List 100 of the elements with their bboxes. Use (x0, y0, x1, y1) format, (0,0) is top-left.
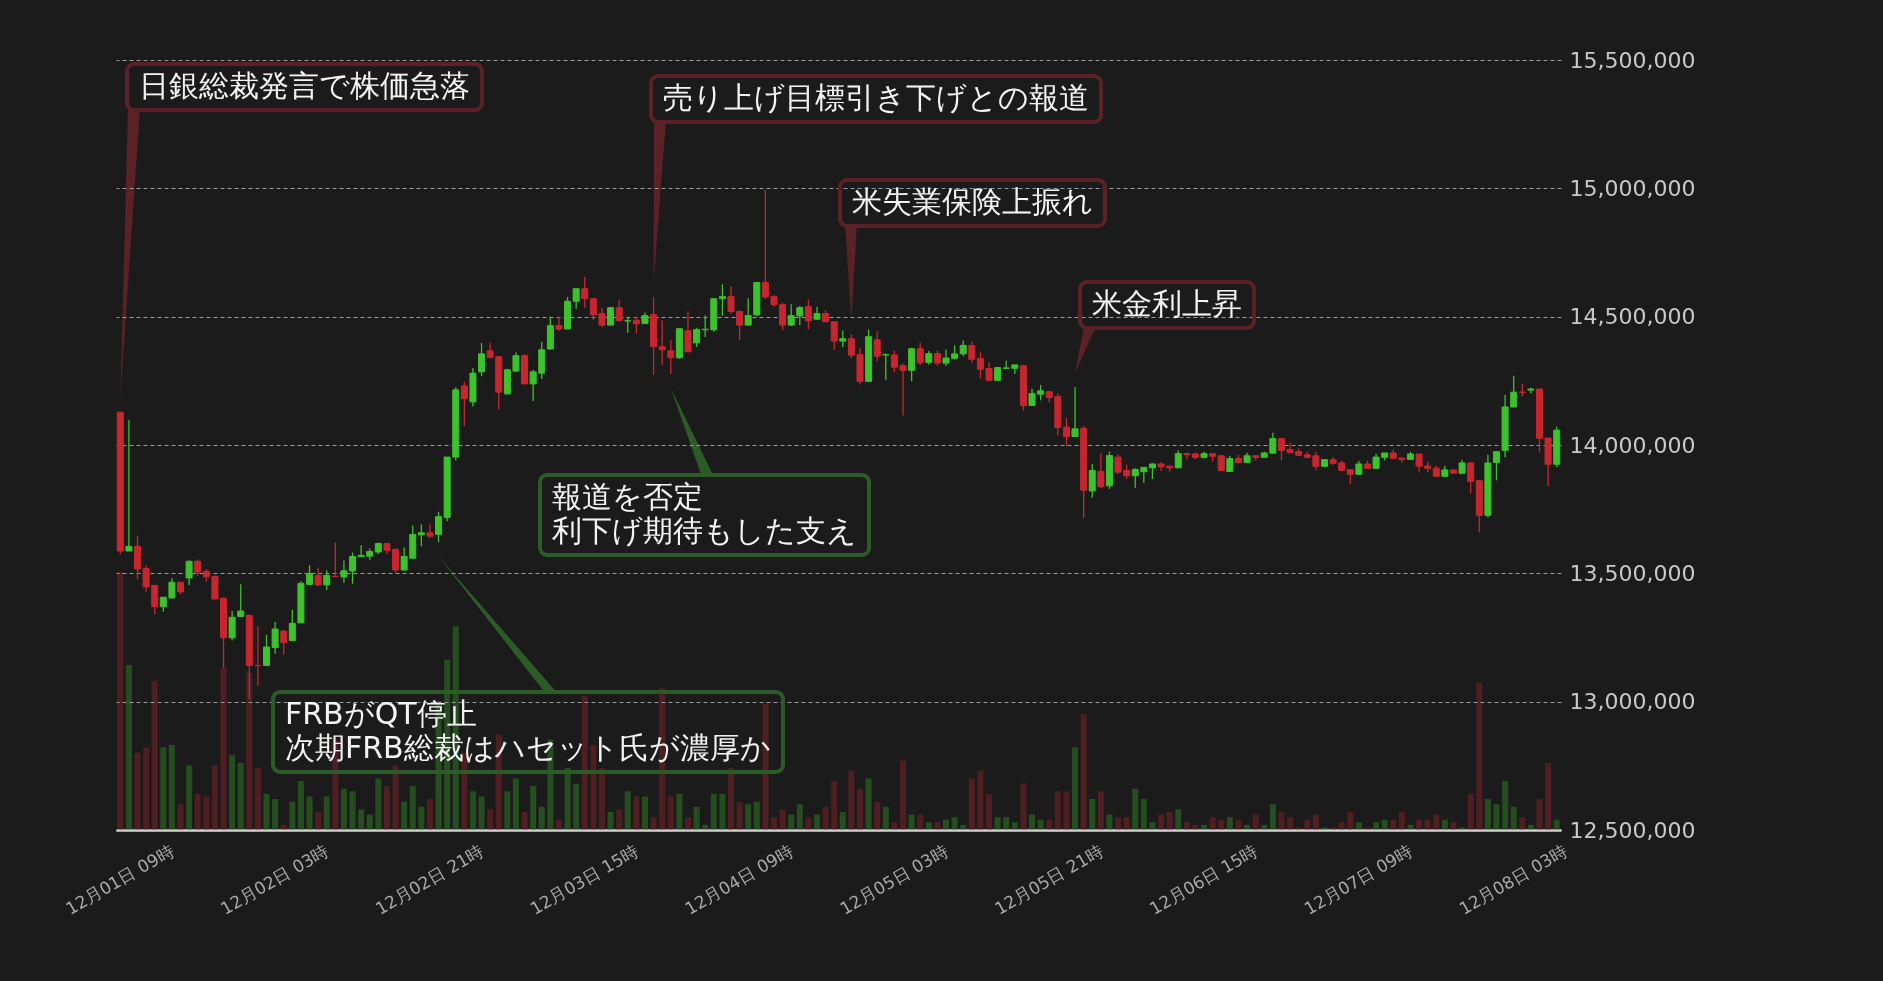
bar (616, 809, 623, 830)
bar (1519, 817, 1526, 830)
bar (598, 768, 605, 830)
y-tick-label: 14,000,000 (1569, 432, 1696, 458)
bar (839, 811, 846, 830)
bar (650, 817, 657, 830)
bar (813, 814, 821, 830)
bar (943, 819, 950, 830)
bar (1493, 804, 1500, 830)
bar (340, 788, 347, 830)
bar (564, 768, 571, 830)
bar (1244, 824, 1251, 830)
bar (573, 783, 580, 830)
bar (538, 806, 545, 830)
bar (1072, 747, 1079, 830)
bar (555, 819, 562, 830)
bar (770, 817, 777, 830)
bar (1450, 822, 1457, 830)
bar (1338, 822, 1345, 830)
candlestick (882, 352, 890, 381)
bar (882, 806, 889, 830)
bar (530, 786, 537, 830)
bar (934, 822, 941, 830)
candlestick (1467, 461, 1475, 494)
bar (1373, 822, 1380, 830)
bar (719, 793, 726, 830)
y-tick-label: 12,500,000 (1569, 817, 1696, 843)
bar (1123, 817, 1130, 830)
bar (908, 814, 915, 830)
bar (512, 778, 519, 830)
y-tick-label: 15,000,000 (1569, 175, 1696, 201)
bar (727, 768, 734, 830)
bar (1192, 824, 1199, 830)
bar (289, 801, 296, 830)
bar (779, 809, 786, 830)
bar (1011, 822, 1018, 830)
bar (315, 811, 322, 830)
bar (1390, 819, 1397, 830)
bar (263, 793, 270, 830)
bar (401, 801, 408, 830)
bar (1527, 824, 1534, 830)
candlestick (693, 327, 701, 348)
x-tick-label: 12月03日 15時 (526, 840, 642, 919)
bar (237, 762, 244, 830)
bar (1201, 824, 1208, 830)
candlestick (237, 583, 245, 618)
bar (925, 822, 932, 830)
bar (1166, 811, 1173, 830)
bar (856, 788, 864, 830)
bar (624, 791, 631, 830)
bar (951, 817, 958, 830)
bar (641, 796, 648, 830)
bar (1321, 827, 1328, 830)
candlestick (1071, 386, 1079, 438)
bar (590, 744, 597, 830)
candlestick (228, 610, 236, 642)
x-tick-label: 12月02日 03時 (217, 840, 333, 919)
bar (1416, 819, 1423, 830)
bar (168, 744, 175, 830)
bar (1140, 799, 1147, 830)
bar (504, 791, 511, 830)
bar (254, 768, 261, 830)
x-tick-label: 12月01日 09時 (62, 840, 178, 919)
x-tick-label: 12月05日 21時 (991, 840, 1107, 919)
bar (375, 778, 382, 830)
bar (1355, 822, 1362, 830)
bar (1080, 713, 1087, 830)
bar (1295, 827, 1302, 830)
bar (1484, 799, 1491, 830)
bar (1476, 682, 1483, 830)
bar (1020, 783, 1027, 830)
candlestick (125, 419, 133, 552)
bar (383, 786, 390, 830)
bar (521, 811, 528, 830)
bar (1003, 817, 1010, 830)
candlestick (581, 275, 589, 309)
bar (702, 824, 709, 830)
bar (805, 817, 812, 830)
bar (977, 770, 984, 830)
y-tick-label: 14,500,000 (1569, 304, 1696, 330)
bar (392, 765, 399, 830)
bar (478, 796, 485, 830)
bar (220, 667, 227, 830)
candlestick (323, 569, 331, 591)
bar (194, 793, 201, 830)
bar (848, 770, 855, 830)
bar (1106, 814, 1113, 830)
bar (1536, 799, 1543, 830)
bar (160, 747, 167, 830)
bar (1502, 780, 1509, 830)
bar (1278, 811, 1285, 830)
bar (1218, 819, 1225, 830)
bar (125, 664, 132, 830)
bar (246, 672, 253, 830)
candlestick (667, 339, 675, 375)
bar (1063, 791, 1070, 830)
bar (1046, 819, 1053, 830)
bar (1312, 814, 1319, 830)
bar (418, 806, 425, 830)
bar (117, 572, 124, 830)
